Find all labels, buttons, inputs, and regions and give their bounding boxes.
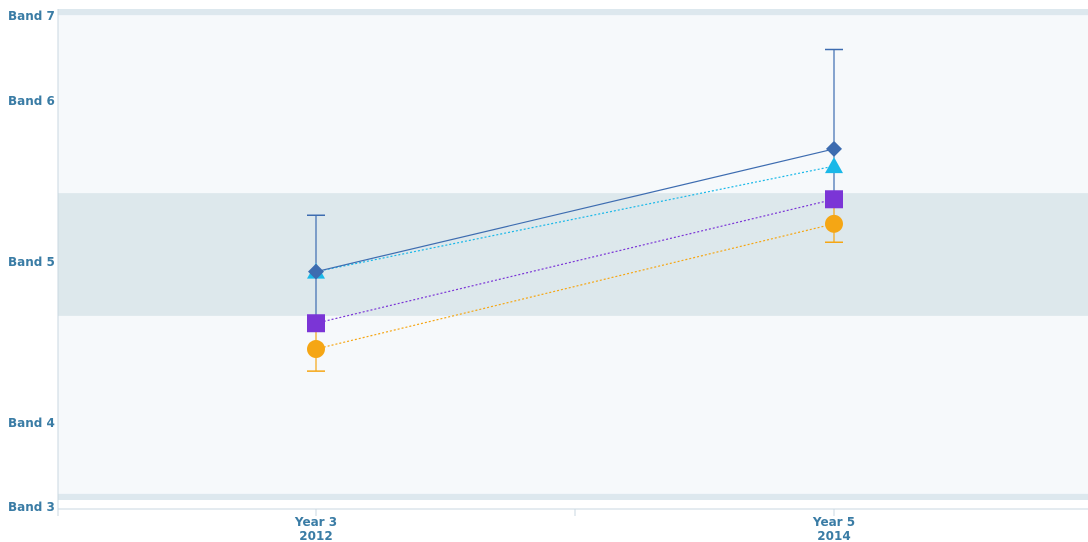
series-line-triangle [315,165,835,273]
y-tick-label: Band 4 [8,416,55,430]
point-triangle[interactable] [825,157,843,174]
series-line-circle [315,223,835,350]
x-tick-label-year: 2014 [817,529,850,542]
point-diamond[interactable] [308,263,324,280]
band-0 [58,493,1088,500]
x-tick-label: Year 5 [812,515,855,529]
y-tick-label: Band 6 [8,94,55,108]
x-axis-ticks [57,509,835,516]
y-tick-label: Band 7 [8,9,55,23]
background-bands [58,9,1088,500]
band-1 [58,193,1088,316]
y-tick-label: Band 5 [8,255,55,269]
series-line-diamond [315,148,835,273]
point-square[interactable] [825,190,843,209]
point-square[interactable] [307,314,325,333]
y-axis-labels: Band 3 Band 4 Band 5 Band 6 Band 7 [8,9,55,514]
point-circle[interactable] [307,340,325,359]
x-tick-label: Year 3 [294,515,337,529]
point-circle[interactable] [825,214,843,233]
band-2 [58,9,1088,16]
point-diamond[interactable] [826,140,842,157]
series-line-square [315,198,835,324]
y-tick-label: Band 3 [8,500,55,514]
series-group [307,48,843,372]
x-tick-label-year: 2012 [299,529,332,542]
